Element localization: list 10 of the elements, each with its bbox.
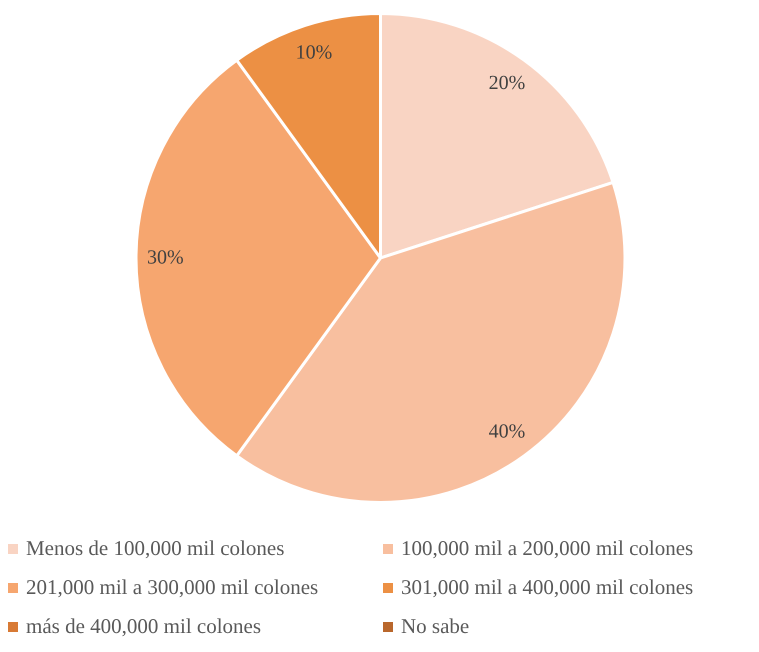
legend-label: 100,000 mil a 200,000 mil colones <box>401 536 694 561</box>
data-label: 30% <box>147 246 184 268</box>
legend-label: No sabe <box>401 614 470 639</box>
legend-label: 201,000 mil a 300,000 mil colones <box>26 575 318 600</box>
data-label: 10% <box>296 42 332 64</box>
data-label: 40% <box>488 420 526 442</box>
legend-label: Menos de 100,000 mil colones <box>26 536 284 561</box>
legend-label: 301,000 mil a 400,000 mil colones <box>401 575 694 600</box>
legend-label: más de 400,000 mil colones <box>26 614 262 639</box>
data-label: 20% <box>488 72 526 94</box>
